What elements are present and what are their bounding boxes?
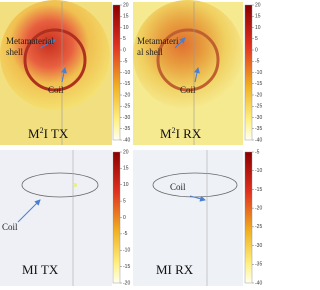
colorbar-label: 5 [123, 198, 126, 204]
colorbar-label: -35 [255, 262, 262, 268]
annotation: Coil [2, 222, 18, 232]
annotation: Coil [48, 85, 64, 95]
colorbar-label: -25 [255, 224, 262, 230]
annotation: Metamateri [137, 36, 179, 46]
colorbar-label: -35 [123, 126, 130, 132]
colorbar-label: -40 [123, 137, 130, 143]
colorbar-label: -20 [123, 92, 130, 98]
colorbar-label: -20 [255, 205, 262, 211]
panel-label: M2I TX [28, 126, 69, 141]
panel-label: MI TX [22, 262, 59, 277]
colorbar-label: -15 [255, 187, 262, 193]
panel-label: M2I RX [160, 126, 202, 141]
field-map [0, 0, 110, 110]
colorbar-label: -20 [123, 280, 130, 286]
field-map [133, 0, 243, 110]
colorbar [244, 151, 253, 284]
arrow [194, 67, 200, 83]
colorbar-label: -15 [123, 264, 130, 270]
arrow [17, 199, 41, 223]
labels: 20151050-5-10-15-20-25-30-35-40Metamater… [2, 2, 262, 286]
arrow [61, 67, 67, 83]
colorbar-label: -10 [123, 70, 130, 76]
annotation: shell [6, 47, 23, 57]
colorbar-label: -10 [255, 168, 262, 174]
colorbar-label: -5 [255, 149, 260, 155]
figure: 20151050-5-10-15-20-25-30-35-40Metamater… [0, 0, 262, 286]
annotation: Coil [170, 182, 186, 192]
colorbar-label: -5 [123, 231, 128, 237]
shell [156, 28, 220, 92]
colorbar-label: -25 [255, 104, 262, 110]
colorbar-label: 20 [123, 149, 129, 155]
colorbar-label: -15 [255, 81, 262, 87]
colorbar-label: -30 [123, 115, 130, 121]
colorbar-label: -40 [255, 280, 262, 286]
panel-label-sup: 2 [40, 126, 44, 135]
colorbar-label: -10 [123, 248, 130, 254]
panel-label-main: M [28, 126, 40, 141]
colorbar-label: -15 [123, 81, 130, 87]
panel-label-rest: I RX [176, 126, 202, 141]
arrow [39, 39, 56, 49]
annotation: Coil [180, 85, 196, 95]
colorbar-label: -5 [123, 59, 128, 65]
colorbar-label: 0 [123, 215, 126, 221]
colorbar-label: 0 [255, 47, 258, 53]
panel-label-rest: I TX [44, 126, 69, 141]
colorbar-label: 20 [255, 2, 261, 8]
colorbar-label: -10 [255, 70, 262, 76]
annotation: Metamaterial [6, 36, 54, 46]
colorbar-label: -30 [255, 115, 262, 121]
colorbar-label: -30 [255, 243, 262, 249]
colorbar-label: 15 [123, 14, 129, 20]
panel-label: MI RX [156, 262, 194, 277]
annotation: al shell [137, 47, 163, 57]
colorbar-label: 5 [255, 36, 258, 42]
panel-label-sup: 2 [172, 126, 176, 135]
shell [23, 28, 87, 92]
colorbar-label: 15 [123, 166, 129, 172]
panel-label-main: M [160, 126, 172, 141]
colorbar [112, 4, 121, 141]
colorbar-label: -25 [123, 104, 130, 110]
colorbar-label: 10 [123, 25, 129, 31]
colorbar-label: -35 [255, 126, 262, 132]
panel-label-main: MI RX [156, 262, 194, 277]
colorbar-label: -5 [255, 59, 260, 65]
coil [21, 172, 99, 198]
colorbar-label: 5 [123, 36, 126, 42]
colorbar-label: -40 [255, 137, 262, 143]
arrow [189, 195, 206, 202]
colorbar-label: 0 [123, 47, 126, 53]
colorbar-label: 15 [255, 14, 261, 20]
arrow [174, 37, 186, 49]
colorbar [244, 4, 253, 141]
panel-label-main: MI TX [22, 262, 59, 277]
colorbar [112, 151, 121, 284]
colorbar-label: 20 [123, 2, 129, 8]
hotspot [73, 183, 77, 187]
colorbar-label: 10 [255, 25, 261, 31]
colorbar-label: 10 [123, 182, 129, 188]
colorbar-label: -20 [255, 92, 262, 98]
field-map [133, 150, 243, 286]
